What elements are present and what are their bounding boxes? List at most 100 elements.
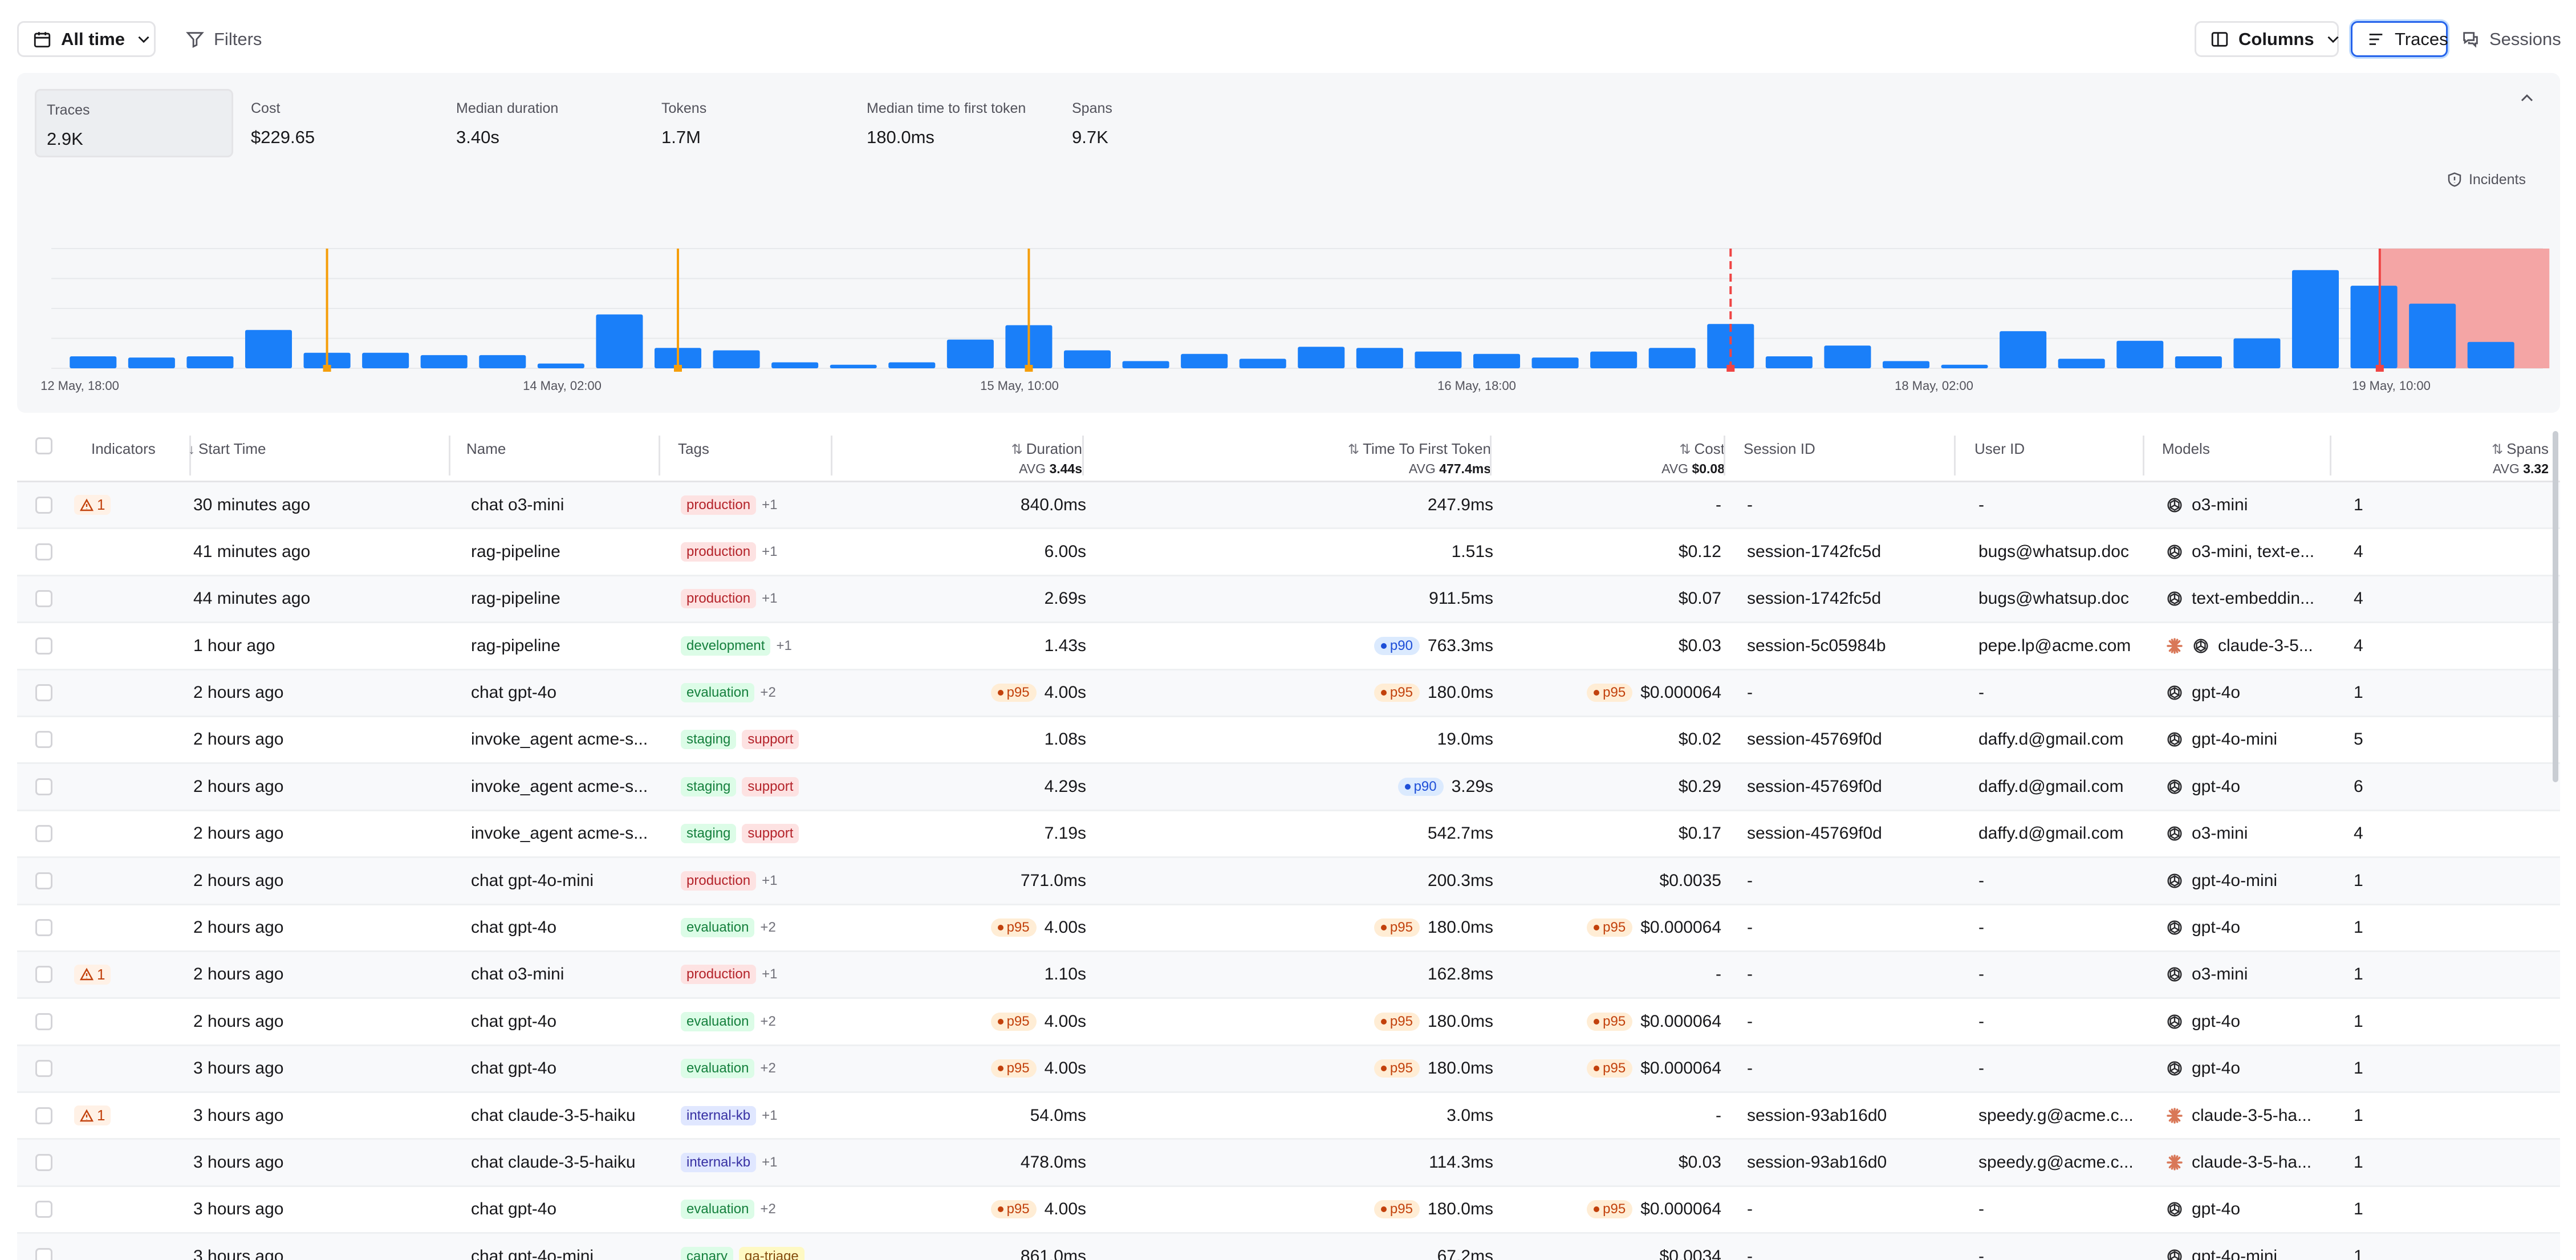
name-cell[interactable]: invoke_agent acme-s... xyxy=(471,730,648,749)
session-id-cell[interactable]: - xyxy=(1747,495,1753,514)
row-checkbox[interactable] xyxy=(35,905,58,950)
name-cell[interactable]: chat o3-mini xyxy=(471,965,564,984)
user-id-cell[interactable]: - xyxy=(1978,1246,1984,1260)
row-checkbox[interactable] xyxy=(35,576,58,621)
row-checkbox[interactable] xyxy=(35,1187,58,1232)
column-separator[interactable] xyxy=(2330,436,2331,475)
tag-badge[interactable]: staging xyxy=(681,777,737,796)
incidents-toggle[interactable]: Incidents xyxy=(2446,171,2526,188)
row-checkbox[interactable] xyxy=(35,1046,58,1091)
row-checkbox[interactable] xyxy=(35,999,58,1044)
more-tags[interactable]: +1 xyxy=(762,543,778,559)
table-row[interactable]: 3 hours ago chat gpt-4o evaluation +2 p95 4.0… xyxy=(17,1187,2560,1234)
header-start-time[interactable]: ↓ Start Time xyxy=(188,440,266,458)
user-id-cell[interactable]: bugs@whatsup.doc xyxy=(1978,542,2129,561)
tag-badge[interactable]: canary xyxy=(681,1246,734,1260)
column-separator[interactable] xyxy=(1490,436,1492,475)
session-id-cell[interactable]: session-45769f0d xyxy=(1747,824,1882,843)
stat-spans[interactable]: Spans 9.7K xyxy=(1062,89,1260,157)
user-id-cell[interactable]: daffy.d@gmail.com xyxy=(1978,824,2124,843)
row-checkbox[interactable] xyxy=(35,623,58,668)
more-tags[interactable]: +1 xyxy=(776,637,792,653)
header-models[interactable]: Models xyxy=(2162,440,2210,457)
header-cost[interactable]: ⇅ Cost AVG $0.08 xyxy=(1661,440,1725,477)
tag-badge[interactable]: production xyxy=(681,495,757,515)
user-id-cell[interactable]: pepe.lp@acme.com xyxy=(1978,636,2131,655)
table-row[interactable]: 2 hours ago chat gpt-4o-mini production +1 7… xyxy=(17,858,2560,905)
name-cell[interactable]: chat gpt-4o-mini xyxy=(471,871,594,890)
session-id-cell[interactable]: session-93ab16d0 xyxy=(1747,1105,1887,1125)
session-id-cell[interactable]: - xyxy=(1747,1246,1753,1260)
name-cell[interactable]: chat gpt-4o xyxy=(471,1059,557,1078)
tag-badge[interactable]: production xyxy=(681,965,757,985)
stat-median-duration[interactable]: Median duration 3.40s xyxy=(446,89,644,157)
row-checkbox[interactable] xyxy=(35,952,58,997)
user-id-cell[interactable]: - xyxy=(1978,965,1984,984)
more-tags[interactable]: +1 xyxy=(762,497,778,513)
table-row[interactable]: 1 30 minutes ago chat o3-mini production +1 8… xyxy=(17,482,2560,530)
tag-badge[interactable]: staging xyxy=(681,824,737,844)
session-id-cell[interactable]: - xyxy=(1747,1011,1753,1031)
vertical-scrollbar[interactable] xyxy=(2553,431,2558,782)
tag-badge[interactable]: support xyxy=(742,777,799,796)
name-cell[interactable]: rag-pipeline xyxy=(471,589,560,608)
user-id-cell[interactable]: - xyxy=(1978,1200,1984,1219)
session-id-cell[interactable]: session-1742fc5d xyxy=(1747,589,1882,608)
name-cell[interactable]: invoke_agent acme-s... xyxy=(471,777,648,796)
column-separator[interactable] xyxy=(1954,436,1956,475)
session-id-cell[interactable]: session-1742fc5d xyxy=(1747,542,1882,561)
tag-badge[interactable]: support xyxy=(742,824,799,844)
header-indicators[interactable]: Indicators xyxy=(91,440,156,457)
tag-badge[interactable]: evaluation xyxy=(681,683,755,703)
tag-badge[interactable]: evaluation xyxy=(681,1059,755,1079)
row-checkbox[interactable] xyxy=(35,764,58,809)
table-row[interactable]: 1 3 hours ago chat claude-3-5-haiku interna… xyxy=(17,1093,2560,1140)
column-separator[interactable] xyxy=(1082,436,1084,475)
table-row[interactable]: 2 hours ago invoke_agent acme-s... staging… xyxy=(17,764,2560,811)
name-cell[interactable]: chat gpt-4o xyxy=(471,1011,557,1031)
row-checkbox[interactable] xyxy=(35,529,58,574)
header-duration[interactable]: ⇅ Duration AVG 3.44s xyxy=(1011,440,1082,477)
name-cell[interactable]: invoke_agent acme-s... xyxy=(471,824,648,843)
more-tags[interactable]: +2 xyxy=(760,685,776,701)
stat-tokens[interactable]: Tokens 1.7M xyxy=(651,89,850,157)
header-tags[interactable]: Tags xyxy=(678,440,709,457)
session-id-cell[interactable]: session-93ab16d0 xyxy=(1747,1152,1887,1172)
stat-median-ttft[interactable]: Median time to first token 180.0ms xyxy=(856,89,1055,157)
user-id-cell[interactable]: daffy.d@gmail.com xyxy=(1978,730,2124,749)
more-tags[interactable]: +2 xyxy=(760,1201,776,1217)
column-separator[interactable] xyxy=(831,436,832,475)
session-id-cell[interactable]: - xyxy=(1747,683,1753,702)
tag-badge[interactable]: production xyxy=(681,542,757,562)
more-tags[interactable]: +2 xyxy=(760,1013,776,1029)
chevron-up-icon[interactable] xyxy=(2517,88,2537,108)
name-cell[interactable]: chat claude-3-5-haiku xyxy=(471,1152,636,1172)
name-cell[interactable]: chat gpt-4o-mini xyxy=(471,1246,594,1260)
table-row[interactable]: 1 hour ago rag-pipeline development +1 1.43s… xyxy=(17,623,2560,670)
tag-badge[interactable]: evaluation xyxy=(681,918,755,938)
session-id-cell[interactable]: - xyxy=(1747,871,1753,890)
table-row[interactable]: 2 hours ago invoke_agent acme-s... staging… xyxy=(17,717,2560,765)
filters-button[interactable]: Filters xyxy=(170,21,284,57)
user-id-cell[interactable]: - xyxy=(1978,871,1984,890)
header-spans[interactable]: ⇅ Spans AVG 3.32 xyxy=(2492,440,2549,477)
row-checkbox[interactable] xyxy=(35,858,58,903)
row-checkbox[interactable] xyxy=(35,482,58,527)
table-row[interactable]: 3 hours ago chat gpt-4o-mini canary qa-tria… xyxy=(17,1234,2560,1260)
tag-badge[interactable]: internal-kb xyxy=(681,1105,757,1125)
column-separator[interactable] xyxy=(1724,436,1725,475)
select-all-checkbox[interactable] xyxy=(35,437,52,454)
table-row[interactable]: 3 hours ago chat gpt-4o evaluation +2 p95 4.0… xyxy=(17,1046,2560,1094)
row-checkbox[interactable] xyxy=(35,717,58,762)
tag-badge[interactable]: support xyxy=(742,730,799,750)
more-tags[interactable]: +1 xyxy=(762,1154,778,1170)
tag-badge[interactable]: production xyxy=(681,589,757,609)
table-row[interactable]: 1 2 hours ago chat o3-mini production +1 1.10… xyxy=(17,952,2560,999)
more-tags[interactable]: +1 xyxy=(762,966,778,982)
incident-indicator[interactable]: 1 xyxy=(74,495,111,515)
table-row[interactable]: 2 hours ago chat gpt-4o evaluation +2 p95 4.0… xyxy=(17,905,2560,952)
name-cell[interactable]: chat o3-mini xyxy=(471,495,564,514)
incident-indicator[interactable]: 1 xyxy=(74,1105,111,1126)
row-checkbox[interactable] xyxy=(35,670,58,716)
header-user-id[interactable]: User ID xyxy=(1974,440,2025,457)
